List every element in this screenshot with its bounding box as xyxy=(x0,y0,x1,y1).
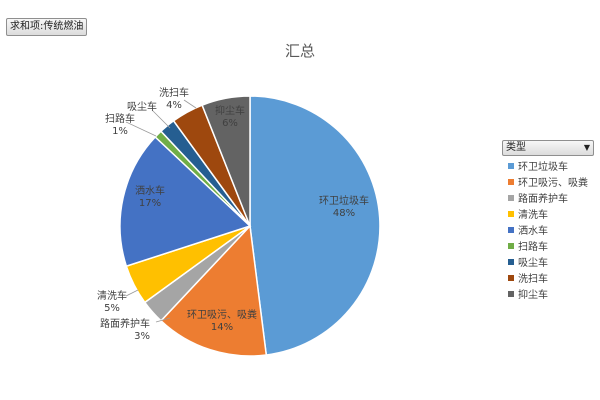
legend-swatch-2 xyxy=(508,195,514,201)
value-field-button[interactable]: 求和项:传统燃油 xyxy=(6,18,88,36)
legend-swatch-1 xyxy=(508,179,514,185)
leader-line-6 xyxy=(151,109,171,129)
legend-item-3: 清洗车 xyxy=(508,208,594,224)
legend-swatch-8 xyxy=(508,291,514,297)
legend-swatch-0 xyxy=(508,163,514,169)
slice-label-4: 洒水车 xyxy=(135,184,165,197)
pie-slice-8[interactable] xyxy=(201,95,251,227)
leader-line-2 xyxy=(155,317,171,323)
legend-label-1: 环卫吸污、吸粪 xyxy=(518,178,588,189)
legend-label-2: 路面养护车 xyxy=(518,194,568,205)
slice-label-7: 洗扫车 xyxy=(159,86,189,99)
legend: 类型 ▼ 环卫垃圾车环卫吸污、吸粪 路面养护车清洗车洒水车扫路车吸尘车洗扫车抑尘车 xyxy=(502,140,594,304)
slice-label-0: 环卫垃圾车 xyxy=(319,194,369,207)
pie-slice-4[interactable] xyxy=(119,135,252,268)
pie-slice-0[interactable] xyxy=(249,95,381,356)
slice-percent-5: 1% xyxy=(112,126,128,137)
legend-item-4: 洒水车 xyxy=(508,224,594,240)
slice-percent-2: 3% xyxy=(134,331,150,342)
legend-item-8: 抑尘车 xyxy=(508,288,594,304)
legend-label-3: 清洗车 xyxy=(518,210,548,221)
legend-label-7: 洗扫车 xyxy=(518,274,548,285)
legend-item-6: 吸尘车 xyxy=(508,256,594,272)
slice-percent-7: 4% xyxy=(166,100,182,111)
chevron-down-icon: ▼ xyxy=(583,143,590,152)
legend-item-0: 环卫垃圾车 xyxy=(508,160,594,176)
legend-swatch-7 xyxy=(508,275,514,281)
slice-label-2: 路面养护车 xyxy=(100,317,150,330)
slice-percent-0: 48% xyxy=(333,208,355,219)
legend-label-8: 抑尘车 xyxy=(518,290,548,301)
legend-item-1: 环卫吸污、吸粪 xyxy=(508,176,594,192)
legend-swatch-6 xyxy=(508,259,514,265)
legend-item-7: 洗扫车 xyxy=(508,272,594,288)
slice-percent-8: 6% xyxy=(222,118,238,129)
leader-line-3 xyxy=(125,289,139,297)
slice-label-5: 扫路车 xyxy=(105,112,135,125)
leader-line-7 xyxy=(183,99,197,109)
slice-percent-3: 5% xyxy=(104,303,120,314)
legend-label-5: 扫路车 xyxy=(518,242,548,253)
legend-list: 环卫垃圾车环卫吸污、吸粪 路面养护车清洗车洒水车扫路车吸尘车洗扫车抑尘车 xyxy=(502,160,594,304)
legend-label-6: 吸尘车 xyxy=(518,258,548,269)
legend-item-5: 扫路车 xyxy=(508,240,594,256)
chart-title: 汇总 xyxy=(284,42,315,60)
legend-label-0: 环卫垃圾车 xyxy=(518,162,568,173)
legend-swatch-3 xyxy=(508,211,514,217)
slice-label-6: 吸尘车 xyxy=(127,100,157,113)
legend-label-4: 洒水车 xyxy=(518,226,548,237)
legend-item-2: 路面养护车 xyxy=(508,192,594,208)
legend-header-label: 类型 xyxy=(506,142,526,153)
slice-label-1: 环卫吸污、吸粪 xyxy=(187,308,257,321)
legend-swatch-5 xyxy=(508,243,514,249)
slice-percent-1: 14% xyxy=(211,322,233,333)
slice-percent-4: 17% xyxy=(139,198,161,209)
legend-swatch-4 xyxy=(508,227,514,233)
slice-label-8: 抑尘车 xyxy=(215,104,245,117)
legend-filter-button[interactable]: 类型 ▼ xyxy=(502,140,594,156)
leader-line-5 xyxy=(125,121,157,137)
slice-label-3: 清洗车 xyxy=(97,289,127,302)
pie-slice-1[interactable] xyxy=(159,224,268,357)
